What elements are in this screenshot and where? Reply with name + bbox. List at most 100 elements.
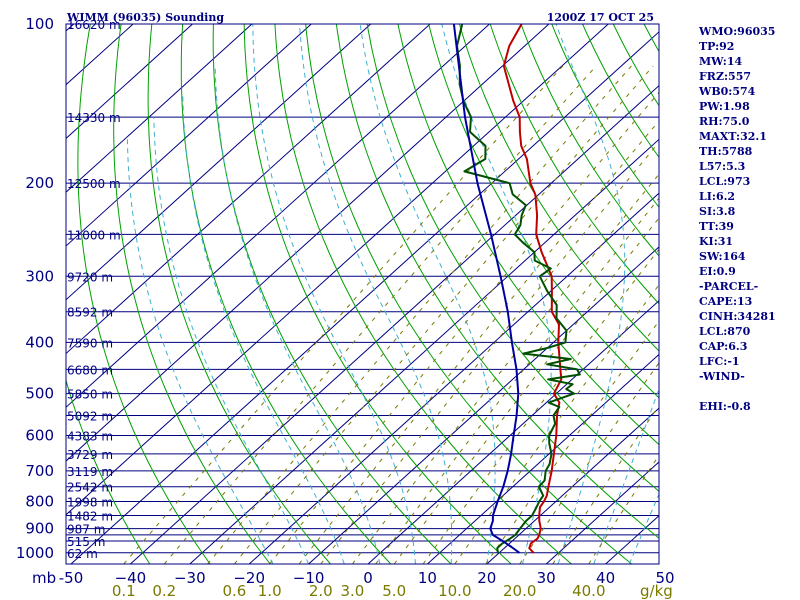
- mixing-ratio-tick-label: 0.1: [112, 582, 136, 600]
- mixing-ratio-line: [320, 141, 659, 564]
- index-item: EHI:-0.8: [699, 400, 751, 413]
- index-item: TP:92: [699, 40, 734, 53]
- temperature-tick-label: 10: [418, 569, 437, 587]
- height-label: 3119 m: [67, 465, 113, 479]
- mixing-ratio-line: [163, 65, 597, 564]
- mixing-ratio-line: [298, 120, 659, 564]
- index-item: LFC:-1: [699, 355, 740, 368]
- mixing-ratio-unit-label: g/kg: [640, 582, 673, 600]
- pressure-tick-label: 800: [25, 493, 54, 511]
- dry-adiabat-line: [489, 24, 659, 305]
- isotherm-line: [66, 24, 75, 32]
- mixing-ratio-line: [207, 65, 632, 564]
- height-label: 16620 m: [67, 18, 121, 32]
- isotherm-line: [66, 24, 609, 516]
- index-item: CAPE:13: [699, 295, 752, 308]
- index-item: SI:3.8: [699, 205, 736, 218]
- dry-adiabat-line: [113, 24, 271, 564]
- background-grid: [66, 24, 659, 564]
- pressure-tick-label: 400: [25, 333, 54, 351]
- pressure-tick-label: 100: [25, 15, 54, 33]
- isotherm-line: [70, 31, 659, 564]
- temperature-tick-label: 20: [477, 569, 496, 587]
- moist-adiabat-line: [252, 24, 416, 564]
- temperature-tick-label: 50: [655, 569, 674, 587]
- isotherm-line: [130, 84, 659, 564]
- pressure-tick-label: 1000: [16, 544, 54, 562]
- dry-adiabat-line: [397, 24, 659, 446]
- index-item: MAXT:32.1: [699, 130, 767, 143]
- pressure-tick-label: 500: [25, 385, 54, 403]
- mixing-ratio-line: [269, 91, 659, 564]
- isotherm-line: [66, 24, 550, 462]
- isotherm-line: [189, 138, 659, 564]
- moist-adiabat-line: [126, 138, 274, 564]
- index-item: MW:14: [699, 55, 742, 68]
- mixing-ratio-line: [123, 65, 564, 564]
- temperature-tick-label: 40: [596, 569, 615, 587]
- height-label: 1998 m: [67, 496, 113, 510]
- index-item: FRZ:557: [699, 70, 751, 83]
- index-item: LI:6.2: [699, 190, 735, 203]
- mixing-ratio-line: [552, 404, 659, 564]
- isotherm-line: [486, 407, 659, 564]
- height-label: 7590 m: [67, 336, 113, 350]
- height-label: 5850 m: [67, 388, 113, 402]
- dry-adiabat-line: [66, 378, 151, 564]
- moist-adiabat-line: [299, 24, 453, 564]
- height-label: 11000 m: [67, 228, 121, 242]
- isotherm-line: [66, 24, 372, 301]
- dry-adiabat-line: [243, 24, 512, 564]
- index-item: L57:5.3: [699, 160, 745, 173]
- temperature-tick-label: 30: [537, 569, 556, 587]
- isotherm-line: [427, 353, 659, 564]
- dewpoint-profile-line: Dewpoint: [456, 24, 581, 553]
- mixing-ratio-tick-label: 20.0: [503, 582, 536, 600]
- height-label: 62 m: [67, 547, 98, 561]
- pressure-tick-label: 200: [25, 174, 54, 192]
- dry-adiabat-line: [305, 24, 633, 564]
- mixing-ratio-tick-label: 2.0: [309, 582, 333, 600]
- dry-adiabat-line: [428, 24, 659, 399]
- index-item: SW:164: [699, 250, 746, 263]
- height-label: 8592 m: [67, 306, 113, 320]
- index-item: CINH:34281: [699, 310, 776, 323]
- height-label: 987 m: [67, 523, 105, 537]
- mixing-ratio-tick-label: 1.0: [258, 582, 282, 600]
- isotherm-line: [545, 461, 659, 564]
- isotherm-line: [66, 24, 312, 247]
- index-item: LCL:870: [699, 325, 751, 338]
- height-label: 2542 m: [67, 481, 113, 495]
- dry-adiabat-line: [147, 24, 331, 564]
- index-item: KI:31: [699, 235, 733, 248]
- chart-title-left: WIMM (96035) Sounding: [66, 11, 224, 24]
- index-item: WB0:574: [698, 85, 756, 98]
- temperature-tick-label: −30: [174, 569, 206, 587]
- temperature-tick-label: −10: [293, 569, 325, 587]
- index-item: EI:0.9: [699, 265, 736, 278]
- dry-adiabat-line: [520, 24, 659, 257]
- index-item: -WIND-: [699, 370, 745, 383]
- isotherm-line: [66, 24, 490, 408]
- dry-adiabat-line: [77, 24, 211, 564]
- isotherm-line: [248, 192, 659, 564]
- height-label: 9720 m: [67, 270, 113, 284]
- height-label: 1482 m: [67, 510, 113, 524]
- mixing-ratio-line: [519, 361, 659, 564]
- moist-adiabat-line: [359, 24, 496, 564]
- dry-adiabat-line: [459, 24, 659, 352]
- height-label: 12500 m: [67, 177, 121, 191]
- moist-adiabat-line: [628, 492, 659, 564]
- height-label: 3729 m: [67, 448, 113, 462]
- sounding-series: TemperatureDewpointParcel: [452, 24, 581, 554]
- index-item: -PARCEL-: [699, 280, 758, 293]
- mixing-ratio-tick-label: 5.0: [382, 582, 406, 600]
- pressure-unit-label: mb: [32, 569, 56, 587]
- stability-indices-panel: WMO:96035 TP:92 MW:14 FRZ:557 WB0:574 PW:1.98…: [698, 25, 776, 413]
- mixing-ratio-tick-label: 3.0: [340, 582, 364, 600]
- index-item: TH:5788: [699, 145, 753, 158]
- mixing-ratio-tick-label: 0.2: [152, 582, 176, 600]
- moist-adiabat-line: [182, 92, 345, 564]
- moist-adiabat-line: [153, 117, 310, 564]
